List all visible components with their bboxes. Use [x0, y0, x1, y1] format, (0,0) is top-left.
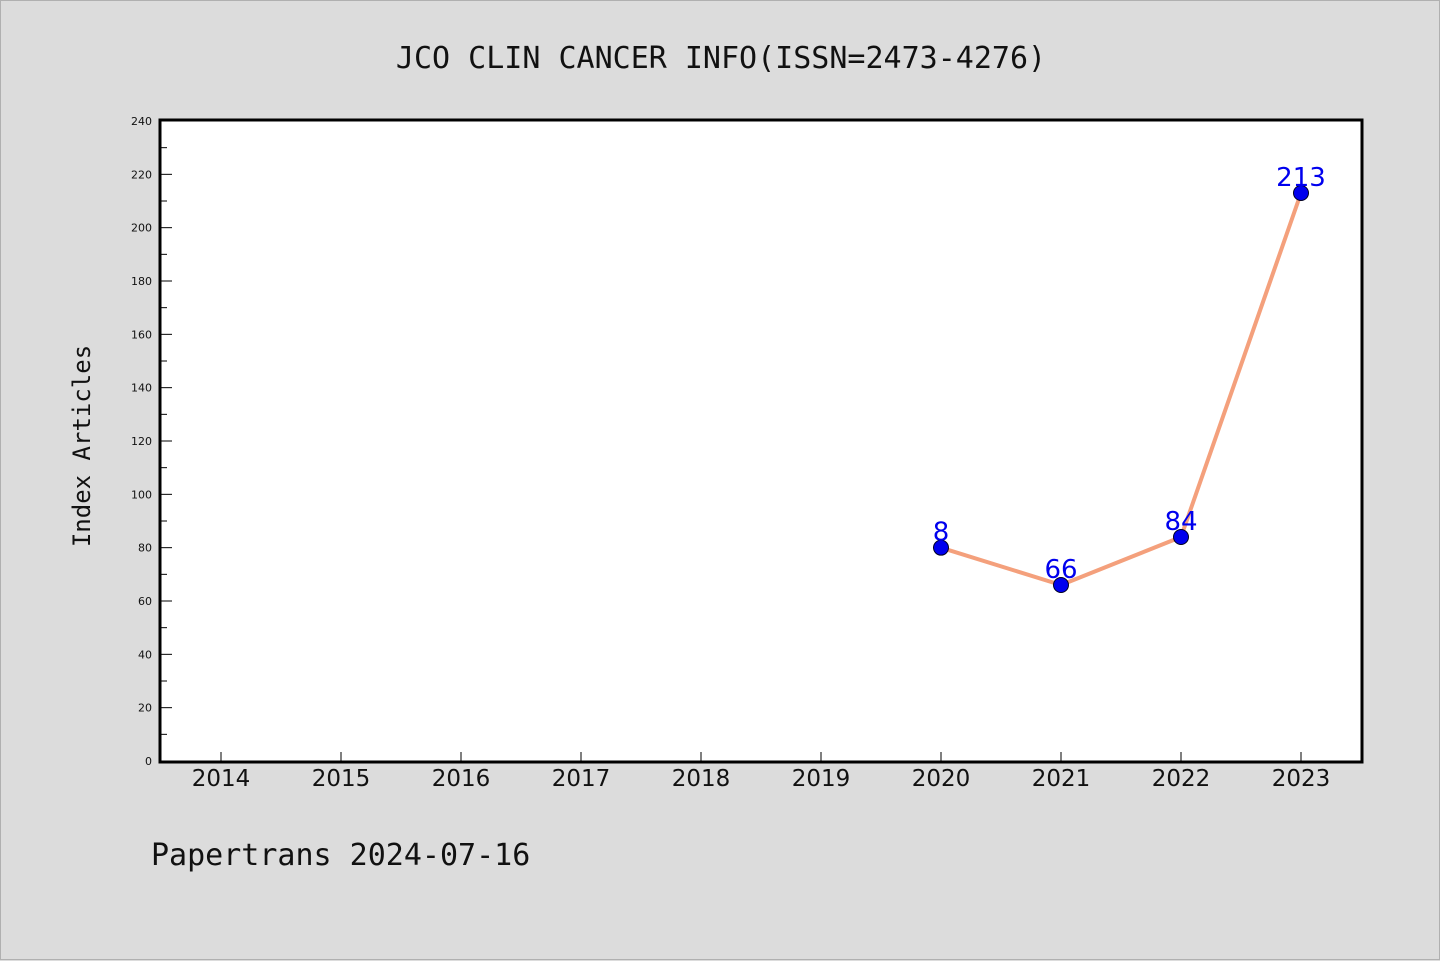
y-axis-label: Index Articles	[68, 345, 96, 547]
y-tick-label: 140	[131, 382, 152, 395]
y-tick-label: 220	[131, 168, 152, 181]
series-line	[940, 192, 1303, 587]
footer-credit: Papertrans 2024-07-16	[151, 838, 530, 873]
y-axis: 0 20 40 60 80 100 120 140 160 180 200 220 240	[131, 115, 172, 768]
data-point-marker	[1293, 185, 1309, 201]
data-label: 8	[933, 518, 950, 548]
x-tick-label: 2015	[312, 766, 371, 792]
x-axis: 2014 2015 2016 2017 2018 2019 2020 2021 2022 2023	[192, 752, 1331, 792]
series-layer	[933, 185, 1309, 593]
x-tick-label: 2021	[1032, 766, 1091, 792]
data-label: 84	[1164, 507, 1197, 537]
y-tick-label: 20	[138, 702, 152, 715]
y-tick-label: 40	[138, 648, 152, 661]
y-tick-label: 200	[131, 222, 152, 235]
y-tick-label: 0	[145, 755, 152, 768]
y-tick-label: 60	[138, 595, 152, 608]
y-tick-label: 120	[131, 435, 152, 448]
x-tick-label: 2020	[912, 766, 971, 792]
y-tick-label: 240	[131, 115, 152, 128]
y-tick-label: 180	[131, 275, 152, 288]
data-label: 66	[1044, 555, 1077, 585]
x-tick-label: 2019	[792, 766, 851, 792]
x-tick-label: 2017	[552, 766, 611, 792]
y-tick-label: 100	[131, 488, 152, 501]
data-label-layer: 8 66 84 213	[933, 163, 1326, 585]
x-tick-label: 2018	[672, 766, 731, 792]
chart-title: JCO CLIN CANCER INFO(ISSN=2473-4276)	[396, 41, 1046, 76]
data-label: 213	[1276, 163, 1326, 193]
x-tick-label: 2014	[192, 766, 251, 792]
x-tick-label: 2016	[432, 766, 491, 792]
data-point-marker	[1053, 577, 1069, 593]
data-point-marker	[933, 539, 949, 556]
x-tick-label: 2022	[1152, 766, 1211, 792]
plot-area	[158, 118, 1364, 764]
data-point-marker	[1173, 529, 1189, 545]
x-tick-label: 2023	[1272, 766, 1331, 792]
y-tick-label: 160	[131, 328, 152, 341]
y-tick-label: 80	[138, 542, 152, 555]
